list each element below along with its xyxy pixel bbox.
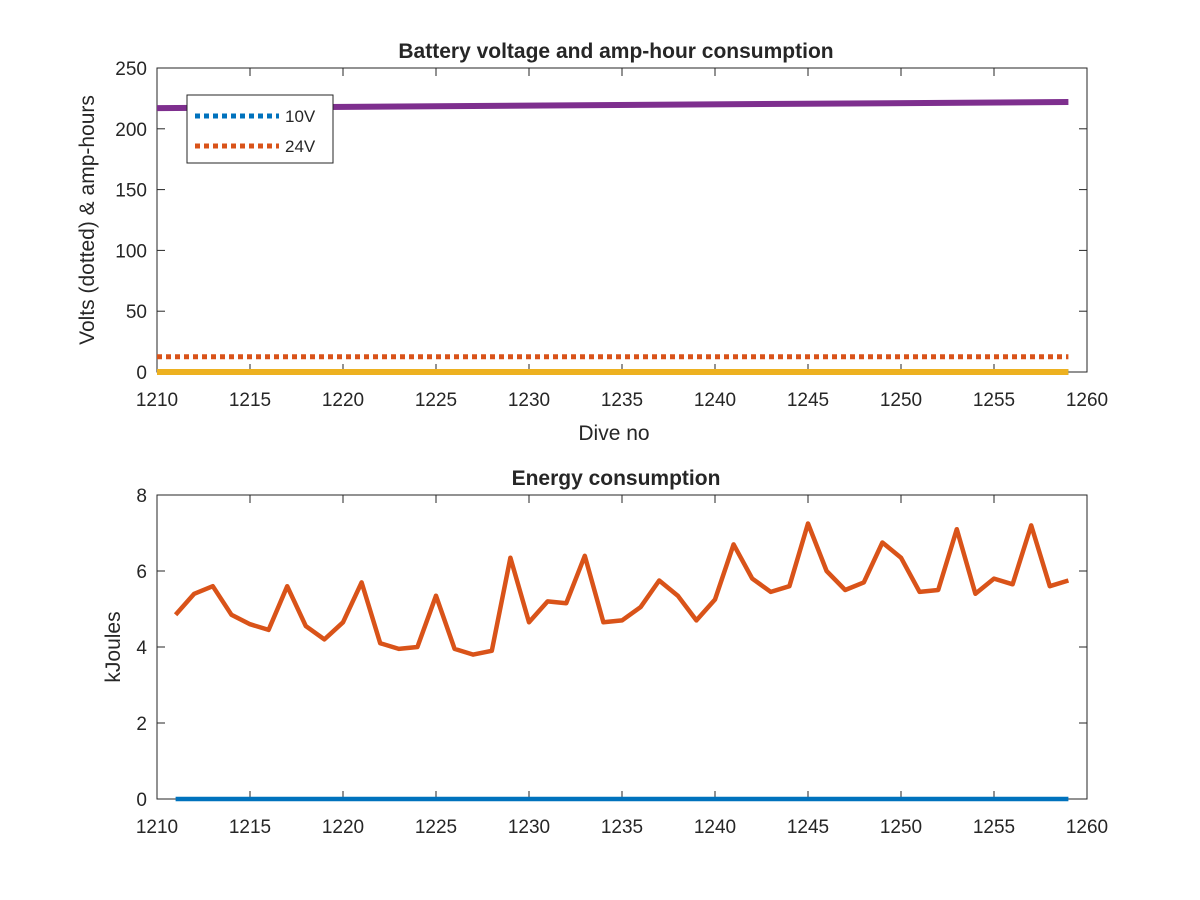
- x-tick-label: 1250: [880, 817, 922, 838]
- x-tick-label: 1225: [415, 817, 457, 838]
- x-tick-label: 1250: [880, 390, 922, 411]
- legend-box: [186, 94, 334, 164]
- axes-box: [156, 494, 1088, 800]
- y-tick-label: 4: [136, 638, 147, 659]
- chart-title: Energy consumption: [512, 467, 721, 490]
- y-tick-label: 8: [136, 486, 147, 507]
- x-tick-label: 1210: [136, 390, 178, 411]
- x-tick-label: 1230: [508, 817, 550, 838]
- y-tick-label: 100: [115, 241, 147, 262]
- chart-battery-voltage: 1210 1215 1220 1225 1230 1235 1240 1245 1250 1255…: [76, 40, 1108, 445]
- chart-energy-consumption: 1210 1215 1220 1225 1230 1235 1240 1245 1250 1255…: [102, 467, 1108, 838]
- x-tick-label: 1260: [1066, 817, 1108, 838]
- x-tick-label: 1220: [322, 390, 364, 411]
- x-tick-label: 1260: [1066, 390, 1108, 411]
- y-axis-label: kJoules: [102, 611, 125, 682]
- x-axis-label: Dive no: [578, 422, 649, 445]
- x-tick-label: 1215: [229, 390, 271, 411]
- chart-title: Battery voltage and amp-hour consumption: [398, 40, 833, 63]
- legend-label: 10V: [285, 107, 316, 126]
- y-tick-label: 0: [136, 790, 147, 811]
- y-tick-label: 2: [136, 714, 147, 735]
- x-tick-label: 1215: [229, 817, 271, 838]
- series-line-0: [173, 521, 1070, 657]
- x-tick-label: 1240: [694, 817, 736, 838]
- x-tick-label: 1210: [136, 817, 178, 838]
- legend-label: 24V: [285, 137, 316, 156]
- y-tick-label: 0: [136, 363, 147, 384]
- x-tick-label: 1230: [508, 390, 550, 411]
- x-tick-label: 1240: [694, 390, 736, 411]
- y-tick-label: 6: [136, 562, 147, 583]
- x-tick-label: 1235: [601, 390, 643, 411]
- x-tick-label: 1245: [787, 390, 829, 411]
- y-axis-label: Volts (dotted) & amp-hours: [76, 95, 99, 345]
- x-tick-label: 1220: [322, 817, 364, 838]
- y-tick-label: 250: [115, 59, 147, 80]
- x-tick-label: 1255: [973, 817, 1015, 838]
- x-tick-label: 1245: [787, 817, 829, 838]
- legend: 10V 24V: [186, 94, 334, 164]
- x-tick-label: 1235: [601, 817, 643, 838]
- y-tick-label: 150: [115, 181, 147, 202]
- x-tick-label: 1255: [973, 390, 1015, 411]
- x-tick-label: 1225: [415, 390, 457, 411]
- y-tick-label: 200: [115, 120, 147, 141]
- y-tick-label: 50: [126, 302, 147, 323]
